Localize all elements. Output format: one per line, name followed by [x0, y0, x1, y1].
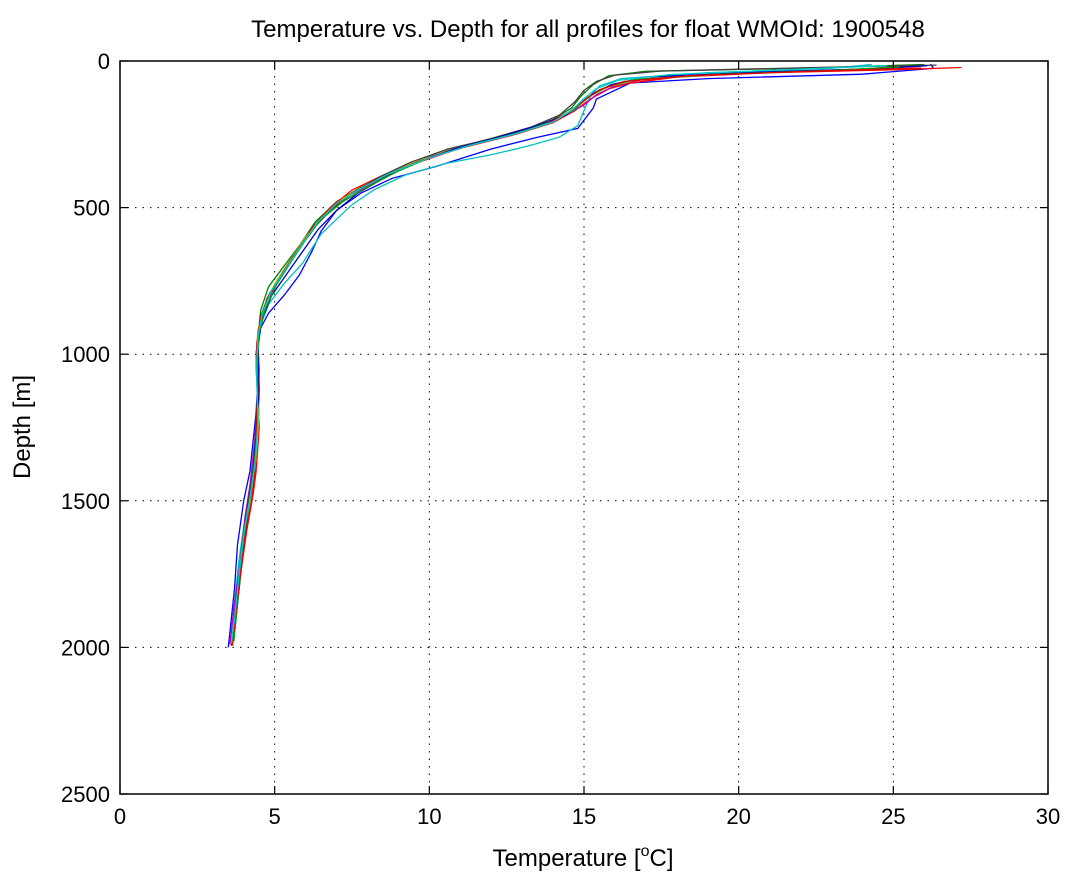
chart-title: Temperature vs. Depth for all profiles f… — [251, 16, 925, 43]
profile-line-1 — [227, 63, 935, 648]
profile-line-11 — [230, 65, 888, 644]
profile-line-9 — [233, 66, 900, 642]
axis-ticks — [119, 60, 1049, 795]
x-tick-label: 0 — [114, 804, 126, 829]
y-axis-label: Depth [m] — [9, 375, 36, 479]
y-tick-label: 1500 — [61, 489, 110, 514]
x-tick-label: 10 — [417, 804, 441, 829]
profile-line-4 — [229, 63, 872, 645]
x-axis-label-end: C] — [649, 845, 673, 872]
y-tick-label: 500 — [73, 196, 110, 221]
profile-line-3 — [230, 66, 962, 647]
y-tick-label: 1000 — [61, 342, 110, 367]
y-tick-label: 2500 — [61, 782, 110, 807]
x-tick-label: 30 — [1036, 804, 1060, 829]
profile-line-7 — [232, 64, 937, 633]
x-axis-label-main: Temperature [ — [493, 845, 641, 872]
x-tick-labels: 0 5 10 15 20 25 30 — [114, 804, 1060, 829]
x-tick-label: 15 — [572, 804, 596, 829]
y-tick-label: 2000 — [61, 635, 110, 660]
profile-line-6 — [232, 65, 919, 646]
x-tick-label: 25 — [881, 804, 905, 829]
profile-lines — [227, 63, 962, 648]
y-tick-labels: 0 500 1000 1500 2000 2500 — [61, 49, 110, 807]
x-axis-label: Temperature [oC] — [493, 843, 674, 872]
y-tick-label: 0 — [98, 49, 110, 74]
grid-lines — [120, 61, 1048, 794]
x-axis-label-superscript: o — [641, 843, 650, 860]
profile-line-8 — [233, 65, 928, 633]
x-tick-label: 5 — [269, 804, 281, 829]
profile-line-10 — [231, 67, 922, 646]
profile-line-5 — [229, 64, 909, 645]
x-tick-label: 20 — [726, 804, 750, 829]
